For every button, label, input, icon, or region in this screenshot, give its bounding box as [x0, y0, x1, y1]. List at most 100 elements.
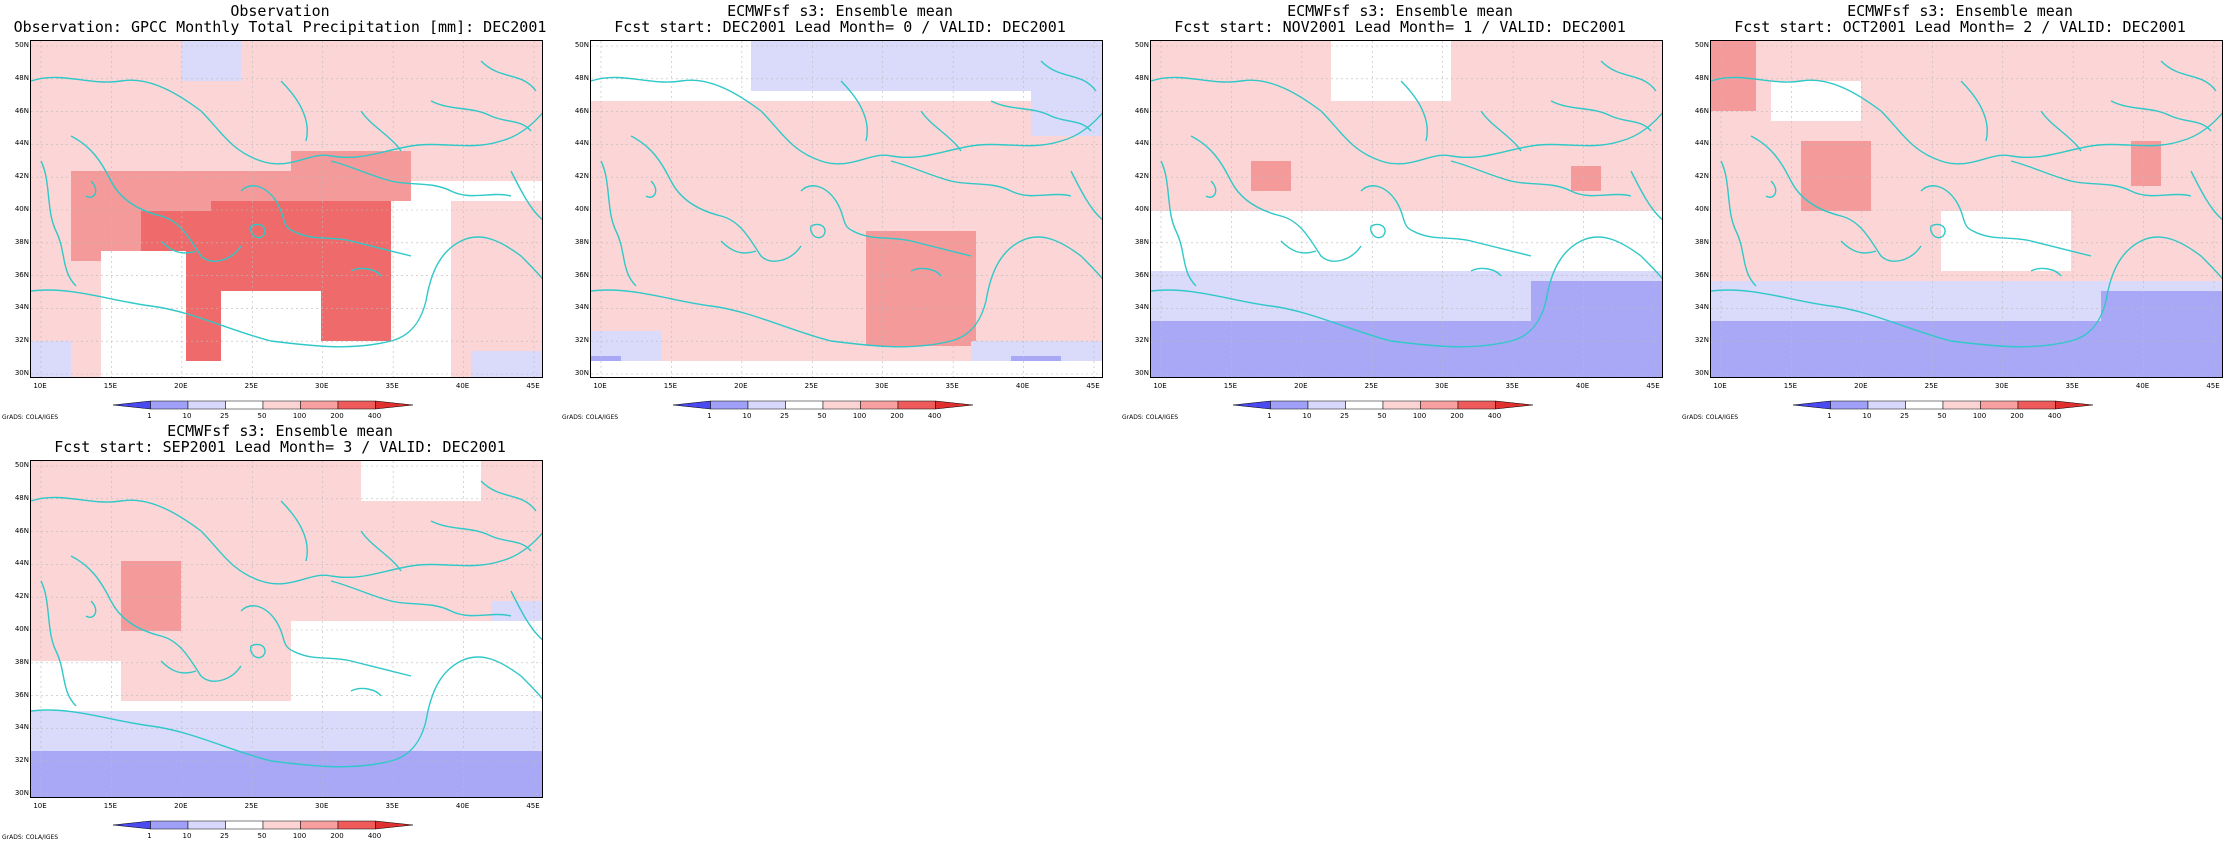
lat-tick-label: 50N: [14, 461, 29, 469]
shaded-area-neg2: [31, 751, 542, 797]
coastline: [425, 656, 542, 722]
colorbar-segment: [112, 820, 151, 830]
map-panel: Observation Observation: GPCC Monthly Tot…: [0, 0, 560, 422]
colorbar-label: 100: [292, 412, 307, 420]
panel-title: Observation: [230, 2, 330, 20]
lon-tick-label: 10E: [33, 802, 47, 810]
colorbar-segment: [1232, 400, 1271, 410]
colorbar-label: 1: [147, 412, 152, 420]
colorbar-label: 1: [147, 832, 152, 840]
shaded-area-neg1: [471, 351, 542, 377]
coastline: [840, 80, 962, 152]
lat-tick-label: 46N: [14, 526, 29, 535]
colorbar-label: 200: [330, 832, 344, 840]
no-data-area: [221, 291, 321, 377]
coastline: [1160, 160, 1197, 287]
colorbar: [112, 400, 414, 410]
colorbar-label: 50: [817, 412, 827, 420]
shaded-area-neg1: [751, 41, 1102, 91]
colorbar-segment: [150, 400, 189, 410]
colorbar: [112, 820, 414, 830]
panel-subtitle: Fcst start: DEC2001 Lead Month= 0 / VALI…: [614, 18, 1066, 36]
lon-tick-label: 25E: [1924, 382, 1938, 390]
coastline: [1960, 80, 2082, 152]
lat-tick-label: 32N: [14, 336, 29, 345]
colorbar-segment: [262, 820, 301, 830]
coastline: [1400, 80, 1522, 152]
credit-text: GrADS: COLA/IGES: [562, 414, 619, 421]
coastline: [2010, 160, 2192, 197]
colorbar-label: 100: [1972, 412, 1987, 420]
lat-tick-label: 40N: [1134, 205, 1149, 213]
lat-tick-label: 46N: [1694, 106, 1709, 115]
lat-tick-label: 34N: [1694, 303, 1709, 312]
lat-tick-label: 50N: [14, 41, 29, 49]
colorbar: [672, 400, 974, 410]
lat-tick-label: 30N: [574, 369, 589, 377]
coastline: [249, 643, 266, 659]
panel-title: ECMWFsf s3: Ensemble mean: [1847, 2, 2073, 20]
lon-tick-label: 40E: [2135, 382, 2150, 390]
shaded-area-neg1: [181, 41, 241, 81]
no-data-area: [1151, 211, 1662, 271]
coastline: [1369, 223, 1386, 239]
coastline: [70, 135, 242, 262]
lon-tick-label: 35E: [385, 802, 399, 810]
lat-tick-label: 30N: [1134, 369, 1149, 377]
coastline: [1040, 60, 1102, 221]
lon-tick-label: 20E: [1294, 382, 1308, 390]
map-canvas: [1711, 41, 2222, 377]
lat-tick-label: 30N: [14, 369, 29, 377]
no-data-area: [1941, 211, 2071, 271]
lon-tick-label: 30E: [315, 382, 329, 390]
colorbar-label: 1: [1267, 412, 1272, 420]
lon-tick-label: 40E: [1015, 382, 1030, 390]
colorbar-segment: [187, 400, 226, 410]
coastline: [240, 185, 412, 257]
map-panel: ECMWFsf s3: Ensemble mean Fcst start: DEC…: [560, 0, 1120, 421]
coastline: [70, 555, 242, 682]
lat-tick-label: 44N: [1694, 139, 1709, 148]
lat-tick-label: 32N: [14, 756, 29, 765]
colorbar-segment: [337, 400, 376, 410]
colorbar-segment: [300, 820, 339, 830]
lat-tick-label: 36N: [1694, 270, 1709, 279]
lat-tick-label: 32N: [1134, 336, 1149, 345]
coastline: [2160, 60, 2222, 221]
lon-tick-label: 10E: [1153, 382, 1167, 390]
colorbar-segment: [225, 820, 264, 830]
coastline: [630, 135, 802, 262]
no-data-area: [31, 661, 121, 701]
coastline: [600, 160, 637, 287]
colorbar-segment: [1942, 400, 1981, 410]
coastline: [645, 100, 1092, 198]
lat-tick-label: 36N: [14, 690, 29, 699]
panel-subtitle: Fcst start: NOV2001 Lead Month= 1 / VALI…: [1174, 18, 1626, 36]
lat-tick-label: 34N: [1134, 303, 1149, 312]
lon-tick-label: 10E: [593, 382, 607, 390]
panel-subtitle: Fcst start: OCT2001 Lead Month= 2 / VALI…: [1734, 18, 2186, 36]
coastline: [1765, 100, 2212, 198]
lon-tick-label: 45E: [526, 802, 540, 810]
map-canvas: [1151, 41, 1662, 377]
colorbar-label: 1: [1827, 412, 1832, 420]
lat-tick-label: 38N: [1694, 237, 1709, 246]
coastline: [1545, 236, 1662, 302]
coastline: [720, 240, 942, 277]
coastline: [890, 160, 1072, 197]
lat-tick-label: 44N: [1134, 139, 1149, 148]
credit-text: GrADS: COLA/IGES: [2, 414, 59, 421]
lon-tick-label: 35E: [945, 382, 959, 390]
coastline: [330, 580, 512, 617]
lat-tick-label: 38N: [14, 657, 29, 666]
colorbar-label: 10: [1862, 412, 1872, 420]
colorbar-segment: [1830, 400, 1869, 410]
shaded-area-pos2: [866, 231, 976, 346]
colorbar-label: 200: [2010, 412, 2024, 420]
lat-tick-label: 46N: [574, 106, 589, 115]
lon-tick-label: 30E: [1435, 382, 1449, 390]
lon-tick-label: 40E: [455, 802, 470, 810]
credit-text: GrADS: COLA/IGES: [1682, 414, 1739, 421]
panel-subtitle: Observation: GPCC Monthly Total Precipit…: [13, 18, 547, 36]
colorbar-segment: [897, 400, 936, 410]
